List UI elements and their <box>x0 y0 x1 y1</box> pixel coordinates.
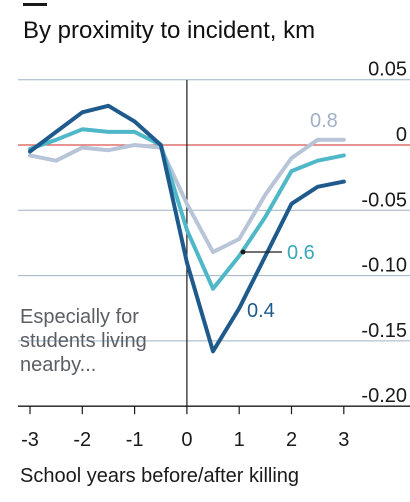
y-tick-label: 0.05 <box>368 59 407 81</box>
annotation-line: students living <box>20 330 147 352</box>
grid: 0.05 0 -0.05 -0.10 -0.15 -0.20 <box>18 59 410 407</box>
y-tick-label: -0.15 <box>361 320 407 342</box>
x-tick-label: 2 <box>286 429 297 451</box>
series-labels: 0.8 0.6 0.4 <box>240 110 338 322</box>
series-label-0-6: 0.6 <box>287 242 315 264</box>
x-tick-label: -3 <box>21 429 39 451</box>
x-tick-label: 0 <box>181 429 192 451</box>
y-tick-label: -0.05 <box>361 189 407 211</box>
series-line-0-4 <box>28 103 346 354</box>
annotation-line: Especially for <box>20 306 139 328</box>
annotation-line: nearby... <box>20 354 96 376</box>
series-line-0-8 <box>28 137 346 255</box>
series-group <box>28 103 346 354</box>
x-tick-label: 3 <box>338 429 349 451</box>
series-label-0-8: 0.8 <box>310 110 338 132</box>
y-tick-label: -0.20 <box>361 385 407 407</box>
x-tick-label: -1 <box>126 429 144 451</box>
chart-title: By proximity to incident, km <box>23 17 315 44</box>
title-rule <box>23 3 47 6</box>
x-axis-label: School years before/after killing <box>20 465 299 487</box>
x-tick-label: -2 <box>73 429 91 451</box>
x-tick-label: 1 <box>234 429 245 451</box>
x-axis: -3 -2 -1 0 1 2 3 <box>21 406 349 451</box>
series-line-0-6 <box>28 127 346 291</box>
y-tick-label: -0.10 <box>361 255 407 277</box>
series-label-0-4: 0.4 <box>247 300 275 322</box>
y-tick-label: 0 <box>396 124 407 146</box>
series-label-leader-dot <box>240 249 246 255</box>
